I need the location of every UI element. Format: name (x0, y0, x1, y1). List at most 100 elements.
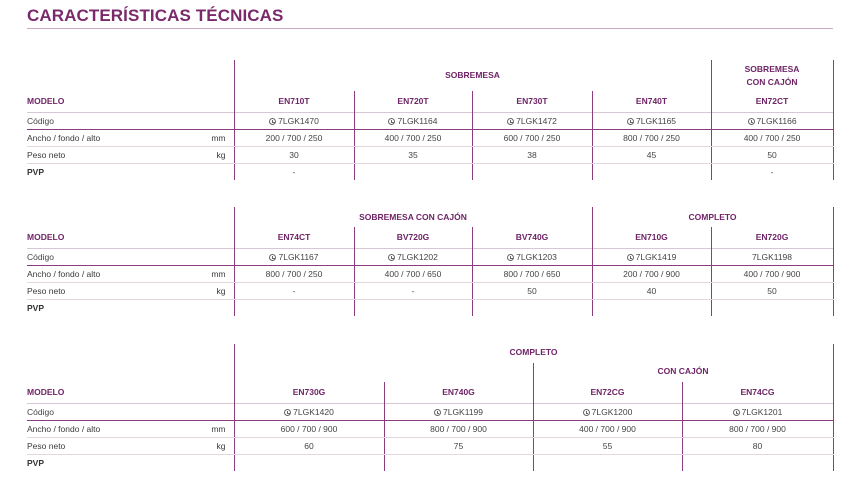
model-header: MODELO (27, 387, 65, 398)
clock-icon (732, 408, 740, 416)
clock-icon (626, 253, 634, 261)
dims-cell: 800 / 700 / 650 (471, 265, 592, 283)
weight-cell: 80 (681, 437, 834, 455)
code-cell: 7LGK1470 (233, 111, 354, 130)
model-name: EN720G (710, 227, 834, 248)
clock-icon (627, 117, 635, 125)
unit-label: kg (216, 440, 226, 451)
price-cell (471, 163, 592, 180)
code-cell: 7LGK1203 (471, 247, 592, 266)
code-cell: 7LGK1167 (233, 247, 354, 266)
clock-icon (747, 117, 755, 125)
clock-icon (269, 253, 277, 261)
price-cell (353, 163, 472, 180)
weight-cell: 38 (471, 146, 592, 164)
model-name: EN710G (591, 227, 711, 248)
dims-cell: 800 / 700 / 250 (233, 265, 354, 283)
weight-cell: 75 (383, 437, 533, 455)
row-label: Código (27, 402, 234, 421)
group-header: SOBREMESA (233, 60, 712, 91)
unit-label: mm (211, 423, 226, 434)
model-name: EN740T (591, 91, 712, 112)
unit-label: mm (211, 132, 226, 143)
model-header: MODELO (27, 96, 65, 107)
group-header: SOBREMESA CON CAJÓN (233, 207, 592, 227)
model-name: EN74CG (681, 382, 834, 403)
group-header: CON CAJÓN (532, 363, 834, 382)
dims-cell: 400 / 700 / 650 (353, 265, 472, 283)
dims-cell: 800 / 700 / 900 (383, 420, 533, 438)
dims-cell: 600 / 700 / 900 (233, 420, 384, 438)
group-header: SOBREMESA CON CAJÓN (710, 60, 834, 91)
row-label: Ancho / fondo / alto (27, 423, 101, 434)
group-header-line: SOBREMESA (744, 63, 800, 74)
spec-table-3: COMPLETO CON CAJÓN MODELO EN730G EN740G … (27, 344, 834, 471)
code-cell: 7LGK1472 (471, 111, 592, 130)
model-name: BV720G (353, 227, 472, 248)
row-label: Ancho / fondo / alto (27, 132, 101, 143)
model-name: EN720T (353, 91, 472, 112)
unit-label: mm (211, 268, 226, 279)
row-label: PVP (27, 302, 45, 313)
clock-icon (269, 117, 277, 125)
price-cell (233, 299, 354, 316)
row-label: Peso neto (27, 149, 66, 160)
price-cell: - (710, 163, 834, 180)
model-name: EN730T (471, 91, 592, 112)
clock-icon (388, 117, 396, 125)
code-cell: 7LGK1164 (353, 111, 472, 130)
model-name: EN730G (233, 382, 384, 403)
clock-icon (582, 408, 590, 416)
price-cell (471, 299, 592, 316)
spec-table-1: SOBREMESA SOBREMESA CON CAJÓN MODELO EN7… (27, 60, 834, 180)
model-name: EN740G (383, 382, 533, 403)
dims-cell: 200 / 700 / 900 (591, 265, 711, 283)
spec-table-2: SOBREMESA CON CAJÓN COMPLETO MODELO EN74… (27, 207, 834, 316)
price-cell (353, 299, 472, 316)
dims-cell: 200 / 700 / 250 (233, 129, 354, 147)
dims-cell: 800 / 700 / 250 (591, 129, 712, 147)
weight-cell: 50 (710, 146, 834, 164)
code-cell: 7LGK1199 (383, 402, 533, 421)
code-cell: 7LGK1201 (681, 402, 834, 421)
weight-cell: 30 (233, 146, 354, 164)
page-title: CARACTERÍSTICAS TÉCNICAS (27, 6, 284, 25)
group-header: COMPLETO (233, 344, 834, 363)
price-cell (681, 454, 834, 471)
row-label: Peso neto (27, 285, 66, 296)
code-cell: 7LGK1166 (710, 111, 834, 130)
unit-label: kg (216, 149, 226, 160)
dims-cell: 400 / 700 / 900 (532, 420, 682, 438)
row-label: Código (27, 111, 234, 130)
dims-cell: 400 / 700 / 900 (710, 265, 834, 283)
unit-label: kg (216, 285, 226, 296)
row-label: Código (27, 247, 234, 266)
model-header: MODELO (27, 232, 65, 243)
price-cell (591, 163, 712, 180)
code-cell: 7LGK1165 (591, 111, 712, 130)
model-name: EN72CG (532, 382, 682, 403)
model-name: EN72CT (710, 91, 834, 112)
group-header-line: CON CAJÓN (746, 76, 798, 87)
code-cell: 7LGK1419 (591, 247, 711, 266)
group-header: COMPLETO (591, 207, 834, 227)
weight-cell: 60 (233, 437, 384, 455)
weight-cell: 40 (591, 282, 711, 300)
model-name: EN74CT (233, 227, 354, 248)
code-cell: 7LGK1198 (710, 247, 834, 266)
model-name: BV740G (471, 227, 592, 248)
model-name: EN710T (233, 91, 354, 112)
clock-icon (433, 408, 441, 416)
code-cell: 7LGK1420 (233, 402, 384, 421)
price-cell (710, 299, 834, 316)
row-label: Ancho / fondo / alto (27, 268, 101, 279)
title-divider (27, 28, 833, 29)
weight-cell: 50 (471, 282, 592, 300)
clock-icon (507, 117, 515, 125)
weight-cell: - (353, 282, 472, 300)
weight-cell: 55 (532, 437, 682, 455)
dims-cell: 800 / 700 / 900 (681, 420, 834, 438)
weight-cell: 50 (710, 282, 834, 300)
weight-cell: - (233, 282, 354, 300)
clock-icon (507, 253, 515, 261)
